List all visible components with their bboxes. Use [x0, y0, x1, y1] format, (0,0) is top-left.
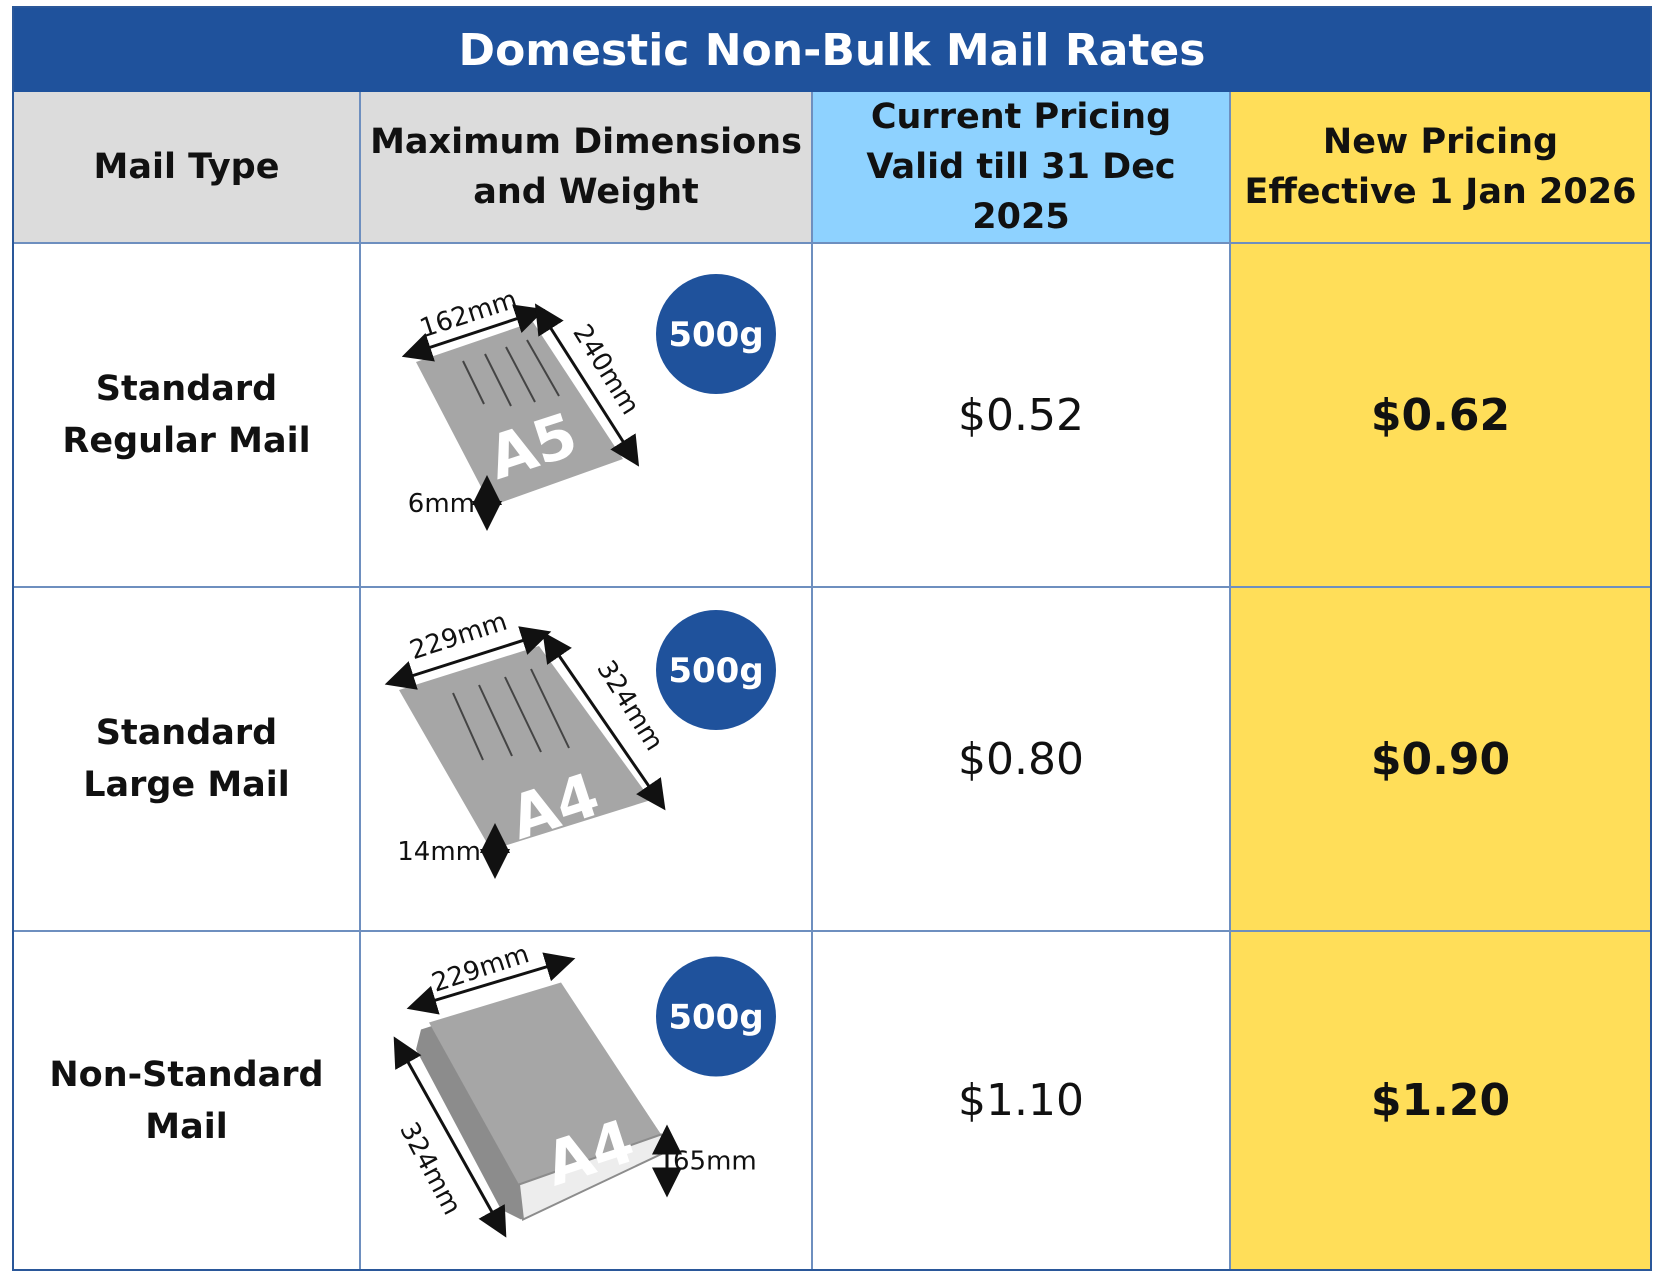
current-price-cell: $0.52 — [813, 244, 1231, 586]
mail-type-cell: Standard Large Mail — [14, 588, 361, 930]
mail-type-line2: Regular Mail — [62, 421, 311, 461]
thickness-label: 14mm — [397, 837, 481, 867]
new-price-cell: $1.20 — [1231, 932, 1650, 1269]
header-mail-type: Mail Type — [14, 92, 361, 242]
header-current-line2: Valid till 31 Dec 2025 — [866, 147, 1176, 237]
table-row: Standard Regular Mail A5 162mm — [14, 242, 1650, 586]
new-price: $0.62 — [1370, 389, 1511, 441]
current-price-cell: $0.80 — [813, 588, 1231, 930]
mail-type-cell: Non-Standard Mail — [14, 932, 361, 1269]
header-dimensions: Maximum Dimensions and Weight — [361, 92, 813, 242]
mail-type-line1: Standard — [95, 369, 278, 409]
current-price: $1.10 — [958, 1075, 1084, 1126]
rates-table: Domestic Non-Bulk Mail Rates Mail Type M… — [12, 6, 1652, 1271]
a4-parcel-illustration: A4 229mm 324mm 65mm 500g — [393, 939, 776, 1238]
weight-badge — [656, 274, 776, 394]
table-row: Standard Large Mail A4 229mm 324mm 14mm … — [14, 586, 1650, 930]
a5-envelope-illustration: A5 162mm 240mm 6mm 500g — [401, 274, 776, 531]
width-label: 229mm — [406, 607, 511, 667]
header-new-pricing: New Pricing Effective 1 Jan 2026 — [1231, 92, 1650, 242]
new-price-cell: $0.90 — [1231, 588, 1650, 930]
table-title: Domestic Non-Bulk Mail Rates — [14, 8, 1650, 92]
weight-label: 500g — [668, 315, 763, 355]
width-label: 229mm — [428, 939, 533, 999]
height-label: 324mm — [393, 1117, 467, 1220]
mail-type-line1: Non-Standard — [49, 1054, 324, 1095]
thickness-label: 65mm — [673, 1147, 757, 1177]
header-current-line1: Current Pricing — [870, 97, 1172, 137]
new-price: $0.90 — [1370, 733, 1511, 785]
weight-badge — [656, 956, 776, 1077]
table-row: Non-Standard Mail A4 229mm 324mm 65mm 50… — [14, 930, 1650, 1269]
dimensions-cell: A4 229mm 324mm 14mm 500g — [361, 588, 813, 930]
header-new-line2: Effective 1 Jan 2026 — [1244, 172, 1637, 212]
current-price: $0.80 — [958, 733, 1084, 785]
parcel-top — [429, 982, 661, 1185]
weight-label: 500g — [668, 651, 763, 691]
new-price: $1.20 — [1370, 1075, 1511, 1126]
a4-envelope-illustration: A4 229mm 324mm 14mm 500g — [384, 607, 776, 879]
current-price: $0.52 — [958, 389, 1084, 441]
thickness-label: 6mm — [408, 489, 475, 519]
weight-label: 500g — [668, 998, 763, 1038]
mail-type-line2: Mail — [145, 1106, 228, 1147]
mail-type-line1: Standard — [95, 713, 278, 753]
header-mail-type-label: Mail Type — [93, 147, 280, 187]
header-current-pricing: Current Pricing Valid till 31 Dec 2025 — [813, 92, 1231, 242]
current-price-cell: $1.10 — [813, 932, 1231, 1269]
mail-type-line2: Large Mail — [83, 765, 290, 805]
header-dimensions-line2: and Weight — [473, 172, 699, 212]
header-dimensions-line1: Maximum Dimensions — [370, 122, 802, 162]
dimensions-cell: A5 162mm 240mm 6mm 500g — [361, 244, 813, 586]
weight-badge — [656, 610, 776, 730]
dimensions-cell: A4 229mm 324mm 65mm 500g — [361, 932, 813, 1269]
header-new-line1: New Pricing — [1322, 122, 1559, 162]
new-price-cell: $0.62 — [1231, 244, 1650, 586]
mail-type-cell: Standard Regular Mail — [14, 244, 361, 586]
